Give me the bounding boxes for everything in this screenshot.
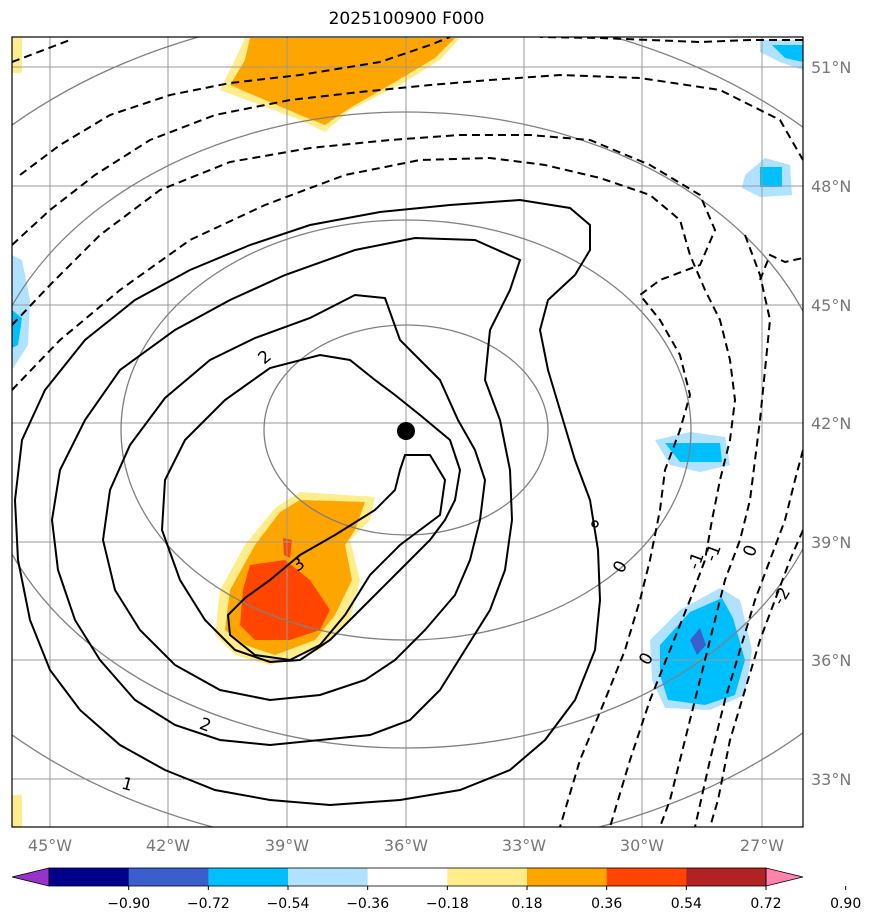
contour-label-2a: 2 bbox=[254, 346, 275, 368]
contour-label-zero-3: 0 bbox=[739, 542, 761, 559]
colorbar-tick-label: −0.36 bbox=[346, 896, 389, 912]
colorbar-tick-label: 0.36 bbox=[591, 896, 622, 912]
map-area bbox=[12, 37, 803, 827]
lat-label: 36°N bbox=[811, 651, 851, 670]
contour-label-minus1-b: -1 bbox=[684, 550, 709, 573]
colorbar-swatch bbox=[447, 868, 528, 886]
colorbar-swatch bbox=[49, 868, 130, 886]
negative-anomaly-shading bbox=[12, 40, 803, 710]
colorbar-swatch bbox=[128, 868, 209, 886]
negative-contours bbox=[12, 37, 803, 827]
colorbar: −0.90 −0.72 −0.54 −0.36 −0.18 0.18 0.36 0.54 0.7… bbox=[11, 867, 861, 912]
colorbar-tick-label: 0.54 bbox=[671, 896, 702, 912]
lat-label: 42°N bbox=[811, 414, 851, 433]
lon-label: 45°W bbox=[28, 836, 72, 855]
lat-label: 45°N bbox=[811, 296, 851, 315]
small-contour-circle bbox=[591, 520, 599, 528]
contour-labels: 2 3 2 1 0 0 0 -1 -1 -2 bbox=[119, 346, 795, 795]
colorbar-swatch bbox=[686, 868, 767, 886]
lon-label: 30°W bbox=[620, 836, 664, 855]
contour-label-1: 1 bbox=[119, 774, 135, 796]
contour-label-zero-1: 0 bbox=[609, 557, 632, 576]
lat-label: 51°N bbox=[811, 58, 851, 77]
lat-label: 39°N bbox=[811, 533, 851, 552]
colorbar-extend-low bbox=[11, 867, 50, 887]
range-rings bbox=[12, 37, 803, 827]
lat-label: 48°N bbox=[811, 177, 851, 196]
lon-label: 39°W bbox=[265, 836, 309, 855]
colorbar-tick-label: −0.54 bbox=[267, 896, 310, 912]
latitude-labels: 51°N 48°N 45°N 42°N 39°N 36°N 33°N bbox=[811, 58, 851, 789]
colorbar-tick-label: −0.18 bbox=[426, 896, 469, 912]
contour-label-2b: 2 bbox=[197, 714, 214, 736]
colorbar-swatch bbox=[367, 868, 448, 886]
graticule bbox=[12, 37, 803, 827]
colorbar-extend-high bbox=[765, 867, 804, 887]
longitude-labels: 45°W 42°W 39°W 36°W 33°W 30°W 27°W bbox=[28, 836, 784, 855]
lon-label: 36°W bbox=[384, 836, 428, 855]
lon-label: 33°W bbox=[502, 836, 546, 855]
colorbar-swatch bbox=[288, 868, 369, 886]
colorbar-swatch bbox=[527, 868, 608, 886]
lon-label: 27°W bbox=[740, 836, 784, 855]
colorbar-tick-label: 0.72 bbox=[750, 896, 781, 912]
map-frame bbox=[11, 36, 804, 828]
positive-contours bbox=[13, 198, 602, 807]
colorbar-tick-label: −0.90 bbox=[107, 896, 150, 912]
colorbar-frame bbox=[48, 867, 767, 887]
colorbar-swatch bbox=[208, 868, 289, 886]
lat-label: 33°N bbox=[811, 770, 851, 789]
contour-label-minus1-a: -1 bbox=[701, 542, 726, 565]
colorbar-tick-label: 0.90 bbox=[830, 896, 861, 912]
colorbar-tick-label: −0.72 bbox=[187, 896, 230, 912]
lon-label: 42°W bbox=[146, 836, 190, 855]
map-title: 2025100900 F000 bbox=[328, 9, 485, 29]
colorbar-tick-label: 0.18 bbox=[511, 896, 542, 912]
storm-center-marker[interactable] bbox=[397, 422, 415, 440]
colorbar-swatch bbox=[606, 868, 687, 886]
